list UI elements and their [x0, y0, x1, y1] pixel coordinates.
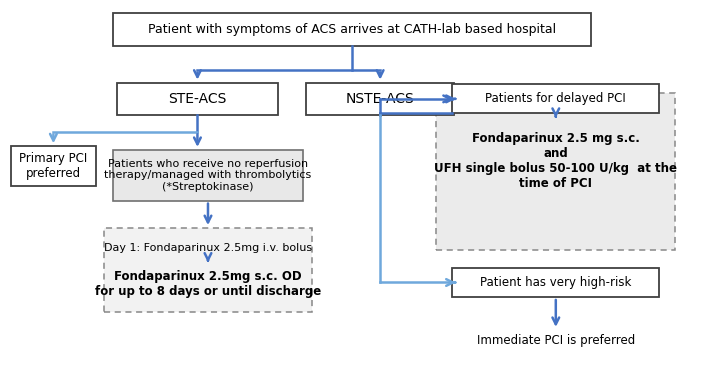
- FancyBboxPatch shape: [113, 150, 303, 201]
- FancyBboxPatch shape: [116, 82, 278, 115]
- Text: Patients who receive no reperfusion
therapy/managed with thrombolytics
(*Strepto: Patients who receive no reperfusion ther…: [104, 159, 312, 192]
- Text: Patient with symptoms of ACS arrives at CATH-lab based hospital: Patient with symptoms of ACS arrives at …: [148, 23, 556, 36]
- Text: STE-ACS: STE-ACS: [168, 92, 226, 106]
- Text: Fondaparinux 2.5 mg s.c.
and
UFH single bolus 50-100 U/kg  at the
time of PCI: Fondaparinux 2.5 mg s.c. and UFH single …: [435, 132, 677, 190]
- Text: Patients for delayed PCI: Patients for delayed PCI: [486, 92, 626, 105]
- Text: Day 1: Fondaparinux 2.5mg i.v. bolus: Day 1: Fondaparinux 2.5mg i.v. bolus: [104, 243, 312, 253]
- Text: Immediate PCI is preferred: Immediate PCI is preferred: [476, 334, 635, 347]
- Text: Patient has very high-risk: Patient has very high-risk: [480, 276, 631, 289]
- Text: Fondaparinux 2.5mg s.c. OD
for up to 8 days or until discharge: Fondaparinux 2.5mg s.c. OD for up to 8 d…: [95, 270, 321, 297]
- Text: NSTE-ACS: NSTE-ACS: [346, 92, 415, 106]
- FancyBboxPatch shape: [452, 84, 660, 114]
- FancyBboxPatch shape: [437, 93, 675, 250]
- FancyBboxPatch shape: [113, 14, 591, 46]
- FancyBboxPatch shape: [11, 146, 96, 186]
- Text: Primary PCI
preferred: Primary PCI preferred: [19, 152, 87, 180]
- FancyBboxPatch shape: [104, 228, 312, 312]
- FancyBboxPatch shape: [306, 82, 454, 115]
- FancyBboxPatch shape: [452, 268, 660, 297]
